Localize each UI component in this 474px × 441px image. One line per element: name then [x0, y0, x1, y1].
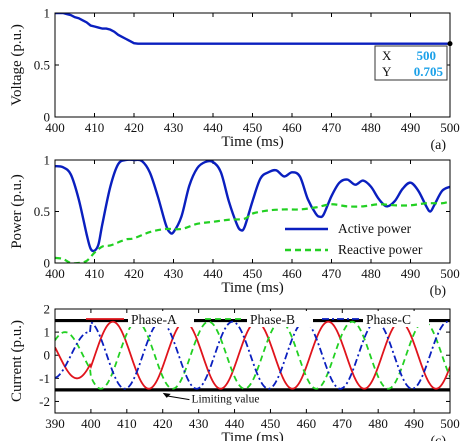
legend: Active power Reactive power — [285, 221, 423, 257]
plot-area — [55, 318, 450, 392]
x-tick-label: 450 — [243, 120, 263, 135]
legend-bg — [363, 311, 429, 327]
plot-area — [55, 13, 450, 45]
x-tick-label: 490 — [404, 416, 424, 431]
legend-bg — [128, 311, 194, 327]
series-line — [55, 13, 450, 45]
x-tick-label: 390 — [45, 416, 65, 431]
datatip-y-label: Y — [382, 64, 392, 79]
x-tick-label: 440 — [203, 120, 223, 135]
annotation-text: Limiting value — [191, 394, 259, 406]
x-tick-label: 470 — [322, 120, 342, 135]
x-tick-label: 460 — [282, 120, 302, 135]
annotation-arrow — [166, 395, 190, 401]
x-tick-label: 410 — [85, 120, 105, 135]
annotation-bg — [183, 391, 286, 406]
x-tick-label: 460 — [297, 416, 317, 431]
x-tick-label: 450 — [261, 416, 281, 431]
x-tick-label: 450 — [243, 266, 263, 281]
datatip-marker — [447, 41, 453, 47]
x-tick-label: 480 — [361, 120, 381, 135]
x-tick-label: 400 — [45, 120, 65, 135]
x-tick-label: 500 — [440, 416, 460, 431]
series-phase-c — [55, 320, 450, 390]
x-tick-label: 490 — [401, 266, 421, 281]
panel-3: 390 400 410 420 430 440 450 460 470 480 490 500 -2 -1… — [9, 302, 460, 441]
legend-label: Active power — [338, 221, 412, 236]
y-tick-label: 0.5 — [34, 58, 50, 73]
y-tick-label: 0 — [44, 110, 51, 125]
x-tick-label: 430 — [164, 266, 184, 281]
x-tick-label: 470 — [322, 266, 342, 281]
plot-area — [55, 160, 450, 263]
annotation: Limiting value — [162, 391, 286, 406]
x-tick-label: 480 — [368, 416, 388, 431]
x-tick-label: 440 — [225, 416, 245, 431]
y-tick-label: 1 — [44, 325, 51, 340]
datatip: X 500 Y 0.705 — [374, 41, 453, 81]
x-tick-label: 440 — [203, 266, 223, 281]
x-tick-label: 400 — [45, 266, 65, 281]
legend-label: Reactive power — [338, 242, 423, 257]
panel-label: (b) — [430, 284, 447, 299]
x-tick-label: 420 — [124, 120, 144, 135]
x-tick-label: 500 — [440, 120, 460, 135]
y-tick-label: 1 — [44, 6, 51, 21]
y-tick-label: 2 — [44, 302, 51, 317]
panel-label: (c) — [430, 434, 446, 441]
x-tick-label: 470 — [333, 416, 353, 431]
datatip-box — [374, 45, 448, 81]
x-axis-label: Time (ms) — [221, 280, 283, 296]
y-tick-label: 0.5 — [34, 204, 50, 219]
x-tick-label: 430 — [164, 120, 184, 135]
x-tick-label: 480 — [361, 266, 381, 281]
y-tick-label: 1 — [44, 153, 51, 168]
y-axis-label: Voltage (p.u.) — [9, 24, 25, 106]
x-tick-label: 400 — [81, 416, 101, 431]
x-axis-label: Time (ms) — [221, 134, 283, 150]
x-tick-label: 460 — [282, 266, 302, 281]
datatip-y-value: 0.705 — [414, 64, 444, 79]
series-line — [55, 200, 450, 263]
legend-label: Phase-B — [250, 312, 295, 327]
y-tick-label: 0 — [44, 256, 51, 271]
panel-1: 400 410 420 430 440 450 460 470 480 490 500 0 0.5 1 Ti… — [9, 6, 460, 154]
y-tick-label: -1 — [39, 371, 50, 386]
series-phase-a — [55, 320, 450, 390]
x-tick-label: 410 — [85, 266, 105, 281]
plot-frame — [54, 308, 451, 414]
y-axis-label: Power (p.u.) — [9, 174, 25, 249]
panel-2: 400 410 420 430 440 450 460 470 480 490 500 0 0.5 1 Ti… — [9, 153, 460, 300]
legend-bg — [247, 311, 313, 327]
y-tick-label: 0 — [44, 348, 51, 363]
x-tick-label: 430 — [189, 416, 209, 431]
legend-label: Phase-C — [366, 312, 411, 327]
panel-label: (a) — [430, 138, 446, 153]
x-tick-label: 420 — [153, 416, 173, 431]
annotation-arrowhead — [162, 392, 171, 398]
plot-frame — [54, 12, 451, 118]
legend-label: Phase-A — [131, 312, 177, 327]
datatip-x-value: 500 — [417, 48, 437, 63]
x-tick-label: 410 — [117, 416, 137, 431]
x-axis-label: Time (ms) — [221, 430, 283, 441]
datatip-x-label: X — [382, 48, 392, 63]
series-line — [55, 160, 450, 253]
plot-frame — [54, 159, 451, 264]
y-tick-label: -2 — [39, 394, 50, 409]
x-tick-label: 490 — [401, 120, 421, 135]
legend: Phase-A Phase-B Phase-C — [86, 311, 429, 327]
x-tick-label: 500 — [440, 266, 460, 281]
y-axis-label: Current (p.u.) — [9, 320, 25, 402]
x-tick-label: 420 — [124, 266, 144, 281]
